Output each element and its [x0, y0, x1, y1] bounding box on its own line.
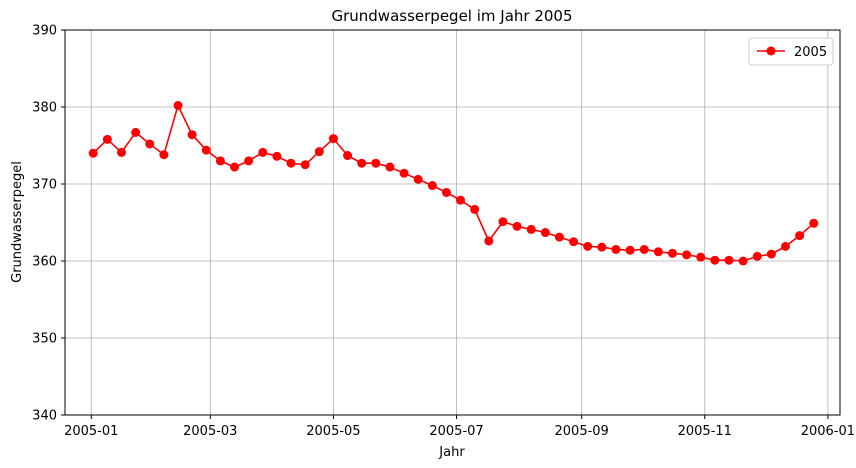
data-point	[795, 231, 805, 241]
data-point	[738, 256, 748, 266]
data-point	[131, 127, 141, 137]
data-point	[484, 236, 494, 246]
data-point	[512, 221, 522, 231]
data-point	[272, 151, 282, 161]
plot-area	[65, 30, 840, 415]
data-point	[625, 245, 635, 255]
y-axis-label: Grundwasserpegel	[10, 161, 25, 283]
data-point	[597, 242, 607, 252]
data-point	[102, 134, 112, 144]
data-point	[371, 158, 381, 168]
data-point	[724, 255, 734, 265]
x-tick-label: 2005-03	[183, 424, 237, 439]
data-point	[258, 147, 268, 157]
data-point	[300, 160, 310, 170]
x-tick-label: 2005-09	[555, 424, 609, 439]
data-point	[696, 252, 706, 262]
data-point	[215, 156, 225, 166]
data-point	[145, 139, 155, 149]
data-point	[427, 181, 437, 191]
x-tick-label: 2005-05	[306, 424, 360, 439]
data-point	[399, 168, 409, 178]
data-point	[201, 145, 211, 155]
data-point	[286, 158, 296, 168]
data-point	[526, 224, 536, 234]
x-tick-label: 2005-01	[64, 424, 118, 439]
data-point	[413, 174, 423, 184]
data-point	[187, 130, 197, 140]
data-point	[667, 248, 677, 258]
legend-label: 2005	[794, 45, 827, 60]
data-point	[159, 150, 169, 160]
data-point	[357, 158, 367, 168]
x-tick-label: 2006-01	[801, 424, 855, 439]
data-point	[385, 162, 395, 172]
y-tick-label: 380	[32, 101, 57, 116]
data-point	[88, 148, 98, 158]
y-tick-label: 390	[32, 24, 57, 39]
data-point	[244, 156, 254, 166]
plot-frame	[64, 29, 841, 416]
y-tick-label: 370	[32, 178, 57, 193]
legend: 2005	[748, 37, 834, 66]
data-point	[752, 251, 762, 261]
data-point	[710, 255, 720, 265]
data-point	[682, 250, 692, 260]
data-point	[766, 249, 776, 259]
data-point	[230, 162, 240, 172]
data-point	[441, 187, 451, 197]
data-point	[173, 100, 183, 110]
data-point	[117, 147, 127, 157]
y-tick-label: 340	[32, 409, 57, 424]
chart-title: Grundwasserpegel im Jahr 2005	[331, 7, 572, 25]
data-point	[456, 195, 466, 205]
data-point	[328, 134, 338, 144]
data-point	[781, 241, 791, 251]
y-tick-label: 350	[32, 332, 57, 347]
x-axis-label: Jahr	[438, 445, 465, 460]
data-point	[653, 247, 663, 257]
data-point	[809, 218, 819, 228]
series-line	[92, 103, 815, 262]
series-group	[88, 100, 819, 266]
legend-marker	[766, 46, 776, 56]
data-point	[569, 237, 579, 247]
data-point	[343, 151, 353, 161]
y-axis: 340 350 360 370 380 390	[32, 24, 65, 424]
data-point	[583, 241, 593, 251]
y-tick-label: 360	[32, 255, 57, 270]
data-point	[540, 228, 550, 238]
data-point	[314, 147, 324, 157]
x-axis: 2005-01 2005-03 2005-05 2005-07 2005-09 2005-…	[64, 415, 855, 439]
data-point	[470, 204, 480, 214]
data-point	[639, 244, 649, 254]
legend-box	[748, 37, 834, 66]
x-tick-label: 2005-11	[678, 424, 732, 439]
x-tick-label: 2005-07	[429, 424, 483, 439]
data-point	[554, 232, 564, 242]
data-point	[498, 217, 508, 227]
data-point	[611, 244, 621, 254]
